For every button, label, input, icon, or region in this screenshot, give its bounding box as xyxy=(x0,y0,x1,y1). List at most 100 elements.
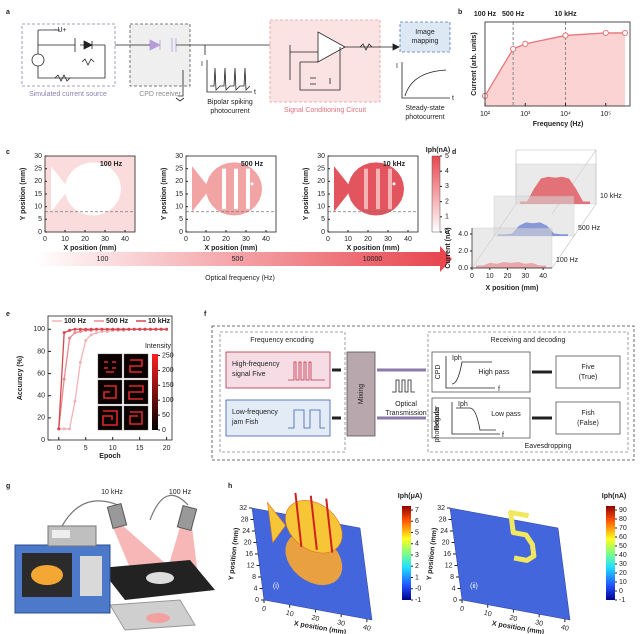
marker xyxy=(105,330,109,333)
y-tick-label: 15 xyxy=(175,191,183,198)
panel-label: e xyxy=(6,311,10,318)
inset-image xyxy=(97,405,123,431)
y-axis-label: Y position (mm) xyxy=(20,168,27,221)
axis-symbol: I xyxy=(396,63,398,70)
marker xyxy=(73,327,77,331)
x-tick-label: 40 xyxy=(560,624,569,633)
x-tick-label: 10⁵ xyxy=(600,111,611,118)
marker xyxy=(89,327,93,331)
marker xyxy=(159,327,163,331)
decoding-box xyxy=(427,331,629,453)
resistor xyxy=(359,43,373,51)
colorbar-tick-label: 3 xyxy=(415,552,419,559)
colorbar-tick-label: 50 xyxy=(619,543,627,550)
colorbar-tick-label: 2 xyxy=(415,563,419,570)
colorbar-tick-label: 0 xyxy=(445,229,449,236)
x-tick-label: 20 xyxy=(311,614,320,623)
colorbar-tick-label: -1 xyxy=(619,597,625,604)
y-tick-label: 0 xyxy=(453,597,457,604)
box-caption: Simulated current source xyxy=(29,91,107,98)
x-axis-label: X position (mm) xyxy=(205,245,258,252)
x-axis-label: X position (mm) xyxy=(64,245,117,252)
y-tick-label: 4 xyxy=(254,585,258,592)
marker xyxy=(111,327,115,331)
current-source xyxy=(31,53,45,67)
marker xyxy=(121,327,125,331)
inset-glyph xyxy=(128,385,144,400)
wire xyxy=(289,45,395,91)
illustration xyxy=(14,494,215,631)
box-text: Fish xyxy=(581,410,594,417)
marker xyxy=(78,327,82,331)
fish-box xyxy=(555,401,621,435)
y-tick-label: 20 xyxy=(34,178,42,185)
marker xyxy=(68,328,72,332)
y-tick-label: 30 xyxy=(175,153,183,160)
marker xyxy=(89,333,93,337)
y-axis-label: Current (arb. units) xyxy=(471,32,478,95)
marker xyxy=(62,427,66,431)
y-tick-label: 25 xyxy=(34,166,42,173)
marker xyxy=(602,29,609,37)
colorbar-tick-label: 5 xyxy=(445,153,449,160)
x-tick-label: 30 xyxy=(242,236,250,243)
fish-tail xyxy=(192,166,210,212)
box-caption: Signal Conditioning Circuit xyxy=(284,107,366,114)
section-title: Receiving and decoding xyxy=(491,337,566,344)
colorbar xyxy=(152,354,158,430)
plot-tag: (ii) xyxy=(470,583,478,590)
marker xyxy=(165,327,169,331)
y-tick-label: 20 xyxy=(442,539,450,546)
axis-symbol: f xyxy=(498,386,500,393)
y-tick-label: 32 xyxy=(239,505,247,512)
y-tick-label: 32 xyxy=(437,505,445,512)
slice-label: 100 Hz xyxy=(556,257,579,264)
axes-frame xyxy=(484,21,631,107)
panel-label: d xyxy=(452,149,456,156)
marker xyxy=(510,45,517,52)
x-tick-label: 20 xyxy=(364,236,372,243)
box-text: Mixing xyxy=(358,384,365,404)
frequency-label: 500 xyxy=(232,256,244,263)
plot-tag: (i) xyxy=(273,583,279,590)
wire xyxy=(37,29,106,79)
y-tick-label: 4.0 xyxy=(458,231,468,238)
box-caption: CPD receiver xyxy=(139,91,181,98)
box-text: Low-frequency xyxy=(232,409,278,416)
high-pass-plot xyxy=(445,356,495,389)
colorbar-tick-label: 80 xyxy=(619,516,627,523)
marker xyxy=(562,32,569,39)
y-tick-label: 80 xyxy=(37,348,45,355)
x-tick-label: 0 xyxy=(57,445,61,452)
colorbar-tick-label: 30 xyxy=(619,561,627,568)
marker xyxy=(132,327,136,331)
low-wave xyxy=(288,409,325,429)
colorbar-label: Intensity xyxy=(145,343,172,350)
box-text: Transmission xyxy=(385,410,426,417)
x-tick-label: 0 xyxy=(326,236,330,243)
x-tick-label: 10 xyxy=(61,236,69,243)
legend-label: 100 Hz xyxy=(64,318,87,325)
colorbar-label: Iph(μA) xyxy=(398,493,423,500)
marker xyxy=(154,327,158,331)
marker xyxy=(57,427,61,431)
colorbar-tick-label: 1 xyxy=(415,574,419,581)
x-tick-label: 40 xyxy=(362,624,371,633)
inset-glyph xyxy=(129,359,143,373)
marker xyxy=(62,331,66,335)
x-tick-label: 30 xyxy=(384,236,392,243)
x-tick-label: 10 xyxy=(344,236,352,243)
colorbar-tick-label: 6 xyxy=(415,518,419,525)
slice-profile xyxy=(476,262,546,268)
box-text: jam Fish xyxy=(231,419,259,426)
y-tick-label: 20 xyxy=(37,415,45,422)
colorbar-tick-label: 2 xyxy=(445,198,449,205)
axis-symbol: t xyxy=(254,89,256,96)
colorbar-tick-label: 90 xyxy=(619,507,627,514)
caption: Steady-state xyxy=(405,105,444,112)
y-axis-label: Current (nA) xyxy=(445,227,452,268)
y-tick-label: 28 xyxy=(241,516,249,523)
y-tick-label: 24 xyxy=(242,528,250,535)
surface xyxy=(449,507,571,621)
